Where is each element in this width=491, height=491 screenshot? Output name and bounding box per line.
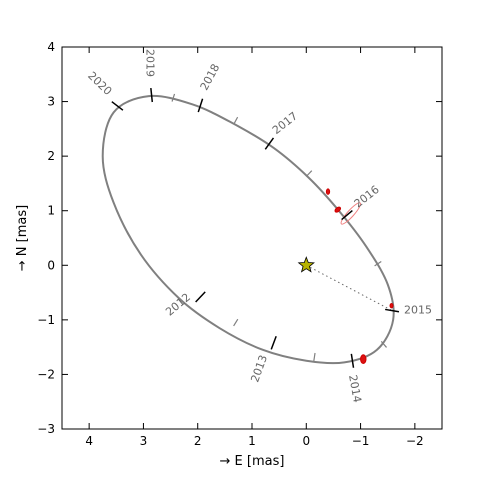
x-axis-label: → E [mas] (220, 454, 285, 469)
epoch-tick (270, 335, 277, 350)
observation-marker (389, 302, 394, 309)
x-tick-label: 3 (140, 434, 148, 448)
y-tick-label: 1 (47, 204, 55, 218)
plot-area (62, 47, 442, 429)
observation-marker (340, 202, 362, 225)
epoch-tick (341, 210, 353, 221)
half-epoch-tick (313, 352, 316, 362)
half-epoch-tick (233, 116, 239, 125)
x-tick-label: −1 (352, 434, 370, 448)
epoch-tick (385, 308, 400, 313)
y-tick-label: 0 (47, 258, 55, 272)
epoch-tick (197, 98, 204, 113)
epoch-tick (264, 137, 275, 150)
x-tick-label: −2 (406, 434, 424, 448)
y-tick-label: −2 (37, 367, 55, 381)
epoch-label: 2015 (404, 304, 432, 317)
x-tick-label: 4 (85, 434, 93, 448)
y-tick-label: −3 (37, 422, 55, 436)
central-star-marker (297, 256, 315, 273)
half-epoch-tick (380, 341, 387, 348)
x-tick-label: 0 (302, 434, 310, 448)
epoch-tick (111, 101, 124, 111)
y-tick-label: 4 (47, 40, 55, 54)
epoch-tick (195, 291, 206, 303)
half-epoch-tick (305, 170, 313, 177)
epoch-label: 2014 (346, 374, 364, 404)
epoch-tick (350, 353, 355, 368)
x-tick-label: 1 (248, 434, 256, 448)
y-tick-label: 2 (47, 149, 55, 163)
epoch-label: 2019 (144, 49, 157, 77)
y-axis-label: → N [mas] (15, 205, 30, 271)
half-epoch-tick (171, 93, 176, 102)
half-epoch-tick (233, 318, 239, 327)
observation-marker (325, 188, 331, 195)
y-tick-label: −1 (37, 313, 55, 327)
half-epoch-tick (374, 260, 382, 267)
observation-marker (360, 354, 367, 364)
x-tick-label: 2 (194, 434, 202, 448)
y-tick-label: 3 (47, 95, 55, 109)
observation-marker (334, 206, 342, 213)
epoch-tick (150, 87, 154, 103)
